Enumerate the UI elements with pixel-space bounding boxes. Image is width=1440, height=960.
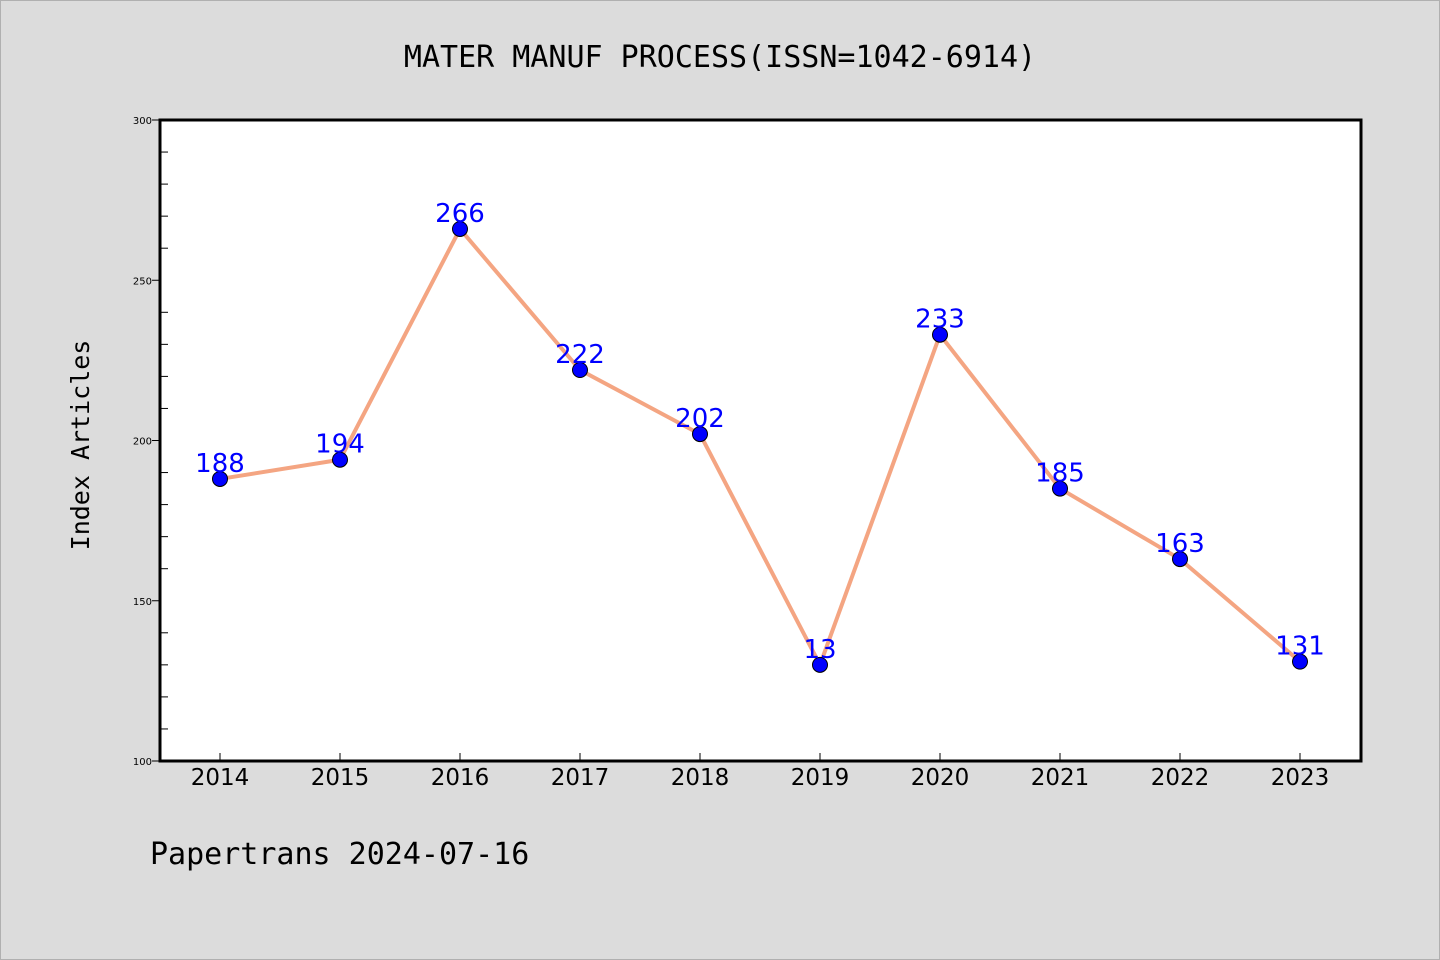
data-point	[332, 451, 348, 468]
data-point	[212, 470, 228, 487]
x-axis: 2014 2015 2016 2017 2018 2019 2020 2021 2022 2023	[191, 753, 1330, 791]
data-point	[452, 220, 468, 237]
data-point	[572, 361, 588, 378]
series-line-group	[218, 226, 1302, 667]
data-label: 13	[803, 635, 836, 665]
x-tick-label: 2019	[791, 765, 850, 791]
data-point	[692, 426, 708, 443]
data-label: 185	[1035, 459, 1085, 489]
y-tick-label: 200	[133, 437, 152, 448]
data-point	[1172, 551, 1188, 568]
data-label: 202	[675, 404, 725, 434]
plot-area	[158, 118, 1363, 763]
y-tick-label: 150	[133, 597, 152, 608]
x-tick-label: 2014	[191, 765, 250, 791]
x-tick-label: 2016	[431, 765, 490, 791]
data-label: 163	[1155, 529, 1205, 559]
x-tick-label: 2015	[311, 765, 370, 791]
data-label: 233	[915, 305, 965, 335]
footer-text: Papertrans 2024-07-16	[150, 837, 529, 872]
data-label: 266	[435, 199, 485, 229]
y-tick-label: 100	[133, 757, 152, 768]
x-tick-label: 2017	[551, 765, 610, 791]
series-line	[218, 226, 1302, 667]
data-point	[932, 326, 948, 343]
data-label: 222	[555, 340, 605, 370]
data-point	[1292, 653, 1308, 670]
data-point	[1052, 480, 1068, 497]
y-tick-label: 300	[133, 116, 152, 127]
y-axis-label: Index Articles	[66, 340, 95, 551]
data-point	[812, 656, 828, 673]
chart-title: MATER MANUF PROCESS(ISSN=1042-6914)	[404, 40, 1036, 75]
x-tick-label: 2020	[911, 765, 970, 791]
y-tick-label: 250	[133, 276, 152, 287]
markers-group	[212, 220, 1308, 673]
data-label: 194	[315, 430, 365, 460]
data-labels-group: 188 194 266 222 202 13 233 185 163 131	[195, 199, 1325, 665]
x-tick-label: 2021	[1031, 765, 1090, 791]
data-label: 131	[1275, 632, 1325, 662]
x-tick-label: 2022	[1151, 765, 1210, 791]
x-tick-label: 2018	[671, 765, 730, 791]
y-axis: 100 150 200 250 300	[133, 116, 168, 768]
data-label: 188	[195, 449, 245, 479]
x-tick-label: 2023	[1271, 765, 1330, 791]
